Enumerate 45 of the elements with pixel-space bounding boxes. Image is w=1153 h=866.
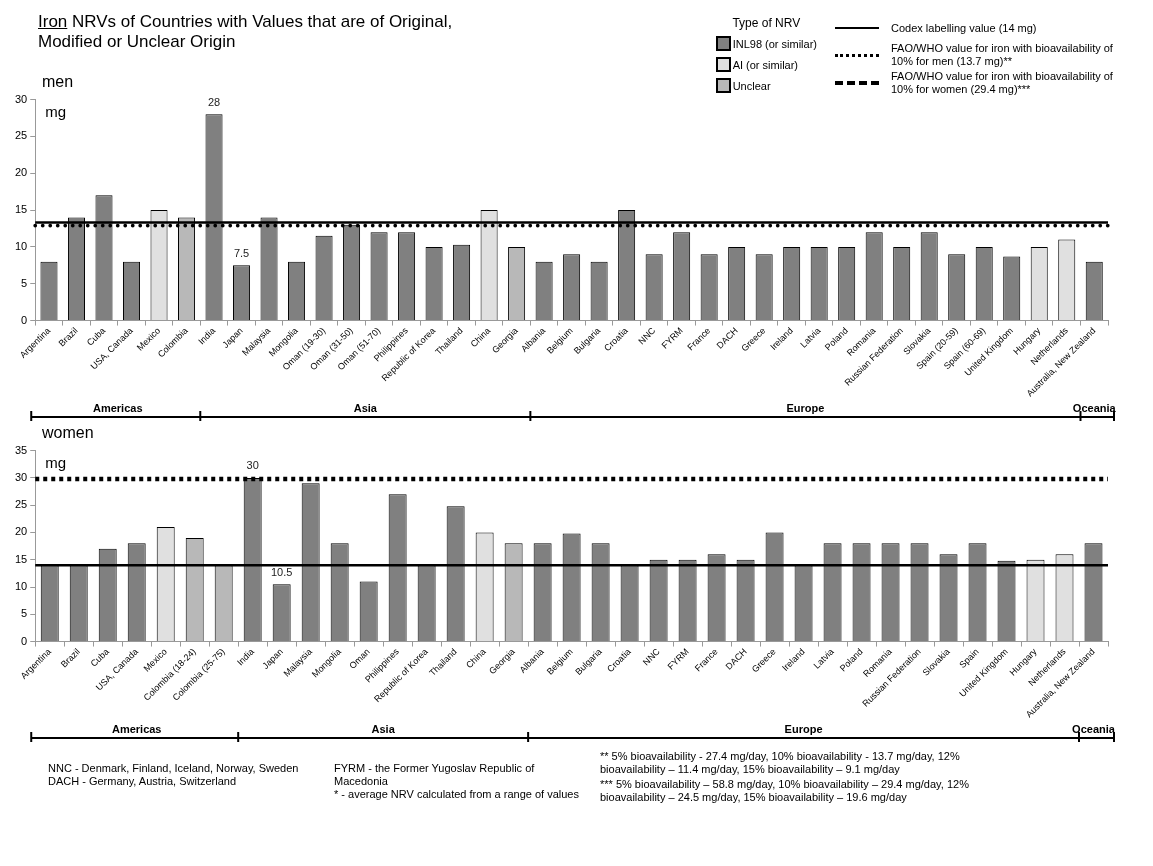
text: Oceania — [1072, 401, 1117, 414]
text: Asia — [353, 401, 378, 414]
data-label: 30 — [246, 459, 259, 472]
data-label: 10.5 — [270, 565, 293, 578]
text: Asia — [371, 722, 396, 735]
text: Europe — [784, 722, 823, 735]
legend-label: Unclear — [732, 79, 771, 92]
y-tick-label: 15 — [14, 552, 28, 565]
text: Americas — [111, 722, 162, 735]
legend-label: Codex labelling value (14 mg) — [891, 21, 1037, 35]
text: ** 5% bioavailability - 27.4 mg/day, 10% bioavailability - 13.7 mg/day, 12% bioavailability – 11.4 mg/day, 15% bioavailability – 9.1 mg/day — [600, 750, 961, 776]
y-tick-label: 35 — [14, 443, 28, 456]
text: Oceania — [1072, 722, 1116, 735]
legend-label: FAO/WHO value for iron with bioavailability of 10% for women (29.4 mg)*** — [891, 70, 1114, 96]
y-tick-label: 0 — [21, 313, 28, 326]
y-tick-label: 25 — [14, 498, 28, 511]
y-axis-title: mg — [45, 103, 67, 121]
y-tick-label: 5 — [21, 607, 28, 620]
legend-label: INL98 (or similar) — [732, 37, 817, 50]
y-tick-label: 10 — [14, 239, 28, 252]
y-tick-label: 30 — [14, 470, 28, 483]
data-label: 7.5 — [233, 246, 250, 259]
text: Americas — [92, 401, 143, 414]
y-axis-title: mg — [45, 454, 67, 472]
legend-title: Type of NRV — [731, 16, 802, 30]
chart-subtitle: men — [42, 73, 74, 90]
text: Europe — [786, 401, 825, 414]
text: *** 5% bioavailability – 58.8 mg/day, 10% bioavailability – 29.4 mg/day, 12% bioavailability – 24.5 mg/day, 15% bioavailability – 19.6 mg/day — [600, 778, 970, 804]
y-tick-label: 10 — [14, 580, 28, 593]
text: FYRM - the Former Yugoslav Republic of Macedonia — [334, 762, 536, 788]
legend-label: AI (or similar) — [732, 58, 799, 71]
y-tick-label: 5 — [21, 276, 28, 289]
text: DACH - Germany, Austria, Switzerland — [48, 775, 238, 788]
y-tick-label: 20 — [14, 166, 28, 179]
legend-label: FAO/WHO value for iron with bioavailability of 10% for men (13.7 mg)** — [891, 42, 1114, 68]
text: * - average NRV calculated from a range of values — [334, 788, 580, 801]
y-tick-label: 15 — [14, 203, 28, 216]
chart-subtitle: women — [42, 424, 95, 441]
chart-title: Iron NRVs of Countries with Values that are of Original, Modified or Unclear Origin — [38, 12, 453, 51]
data-label: 28 — [207, 95, 221, 108]
y-tick-label: 30 — [14, 92, 28, 105]
y-tick-label: 0 — [21, 634, 28, 647]
y-tick-label: 25 — [14, 129, 28, 142]
text: NNC - Denmark, Finland, Iceland, Norway, Sweden — [48, 762, 300, 775]
y-tick-label: 20 — [14, 525, 28, 538]
